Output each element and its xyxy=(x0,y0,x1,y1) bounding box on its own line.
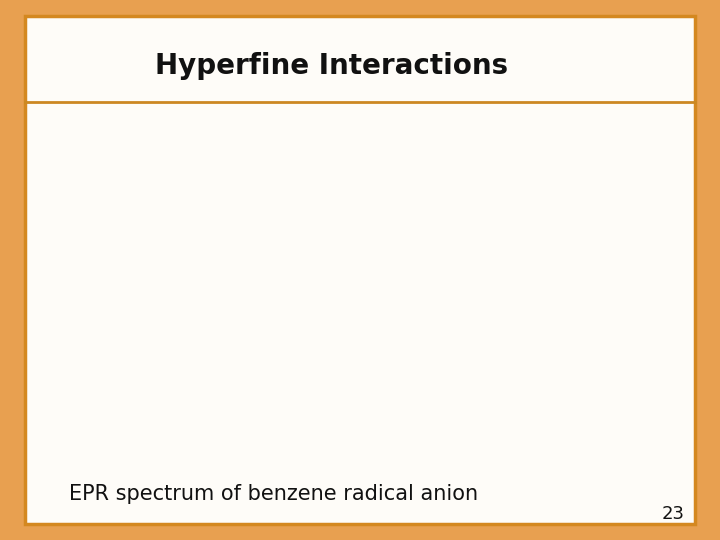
Text: EPR spectrum of benzene radical anion: EPR spectrum of benzene radical anion xyxy=(69,484,478,504)
Text: 23: 23 xyxy=(662,505,685,523)
Text: H: H xyxy=(585,230,595,243)
Text: H: H xyxy=(585,162,595,175)
Text: H: H xyxy=(526,127,536,140)
Text: Hyperfine Interactions: Hyperfine Interactions xyxy=(155,52,508,80)
Text: H: H xyxy=(467,230,477,243)
Text: −: − xyxy=(621,110,636,127)
Text: H: H xyxy=(526,265,536,278)
Text: H: H xyxy=(467,162,477,175)
